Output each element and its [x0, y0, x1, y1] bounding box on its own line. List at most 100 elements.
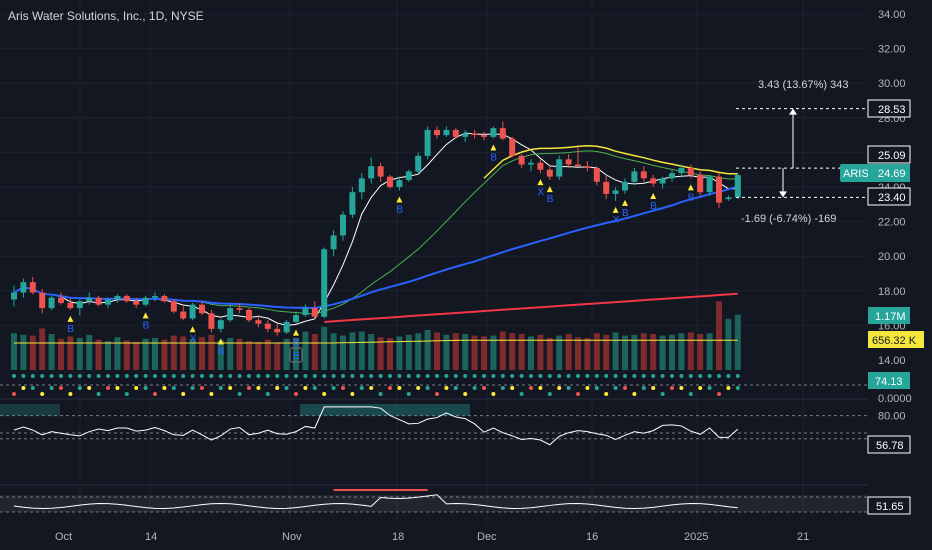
candle-body [11, 292, 17, 300]
dot-bottom [688, 392, 693, 396]
dot-top [265, 374, 270, 378]
dot-top [115, 374, 120, 378]
volume-bar [133, 342, 140, 370]
dot-top [275, 374, 280, 378]
dot-top [604, 374, 609, 378]
candle-body [340, 214, 346, 236]
osc1-ob-fill [0, 404, 60, 416]
dot-bottom [566, 386, 571, 390]
volume-bar [509, 333, 516, 370]
volume-ma-line [14, 339, 738, 344]
buy-label: B [622, 208, 629, 219]
volume-bar [67, 336, 74, 370]
candle-body [76, 301, 83, 309]
candle-body [622, 181, 628, 191]
dot-top [717, 374, 721, 378]
dot-bottom [557, 386, 562, 390]
price-axis-tick: 32.00 [878, 44, 906, 56]
volume-bar [302, 331, 309, 370]
candle-body [528, 162, 534, 165]
dot-bottom [378, 392, 383, 396]
target-price-tag-bg [867, 99, 911, 118]
dot-top [453, 374, 458, 378]
candle-body [452, 129, 459, 137]
dot-bottom [124, 392, 129, 396]
buy-label: B [218, 346, 225, 357]
dot-bottom [604, 392, 609, 396]
ma-slow-line [13, 185, 739, 310]
dot-bottom [425, 386, 430, 390]
candle-body [161, 295, 168, 302]
candle-body [387, 176, 393, 187]
osc2-tag-bg [867, 496, 911, 515]
dot-top [660, 374, 665, 378]
dot-bottom [190, 386, 195, 390]
candle-body [227, 308, 234, 321]
volume-bar [264, 339, 271, 370]
dot-bottom [735, 386, 740, 390]
volume-bar [687, 332, 694, 370]
dot-bottom [341, 386, 345, 390]
time-axis-label: Nov [282, 531, 302, 543]
chart-title: Aris Water Solutions, Inc., 1D, NYSE [8, 9, 204, 23]
last-price-tag: 24.69 [878, 168, 906, 180]
dot-top [256, 374, 261, 378]
dots-tag: 74.13 [875, 376, 903, 388]
candle-body [546, 169, 553, 177]
dot-bottom [632, 392, 637, 396]
volume-bar [546, 338, 553, 370]
volume-tag-bg [868, 307, 910, 324]
candle-body [199, 304, 205, 314]
time-axis-label: 14 [145, 531, 157, 543]
dot-top [247, 374, 251, 378]
dot-bottom [331, 386, 336, 390]
volume-bar [424, 330, 431, 370]
signal-triangle [650, 193, 657, 199]
candle-body [687, 167, 694, 175]
dot-bottom [312, 386, 317, 390]
dots-indicator [0, 374, 868, 396]
moving-averages [13, 132, 739, 344]
dot-bottom [162, 386, 167, 390]
dot-bottom [59, 386, 63, 390]
dot-top [143, 374, 148, 378]
dot-top [40, 374, 45, 378]
candle-body [575, 164, 581, 167]
volume-bar [462, 334, 469, 370]
measure-down-label: -1.69 (-6.74%) -169 [741, 213, 836, 225]
volume-bar [340, 335, 346, 370]
candle-body [123, 295, 130, 302]
volume-bar [640, 333, 647, 370]
ma-fast-line [13, 132, 738, 326]
dot-top [576, 374, 580, 378]
dot-bottom [482, 386, 486, 390]
dot-bottom [538, 386, 543, 390]
dot-top [726, 374, 731, 378]
dot-top [49, 374, 54, 378]
dots-tag-bg [868, 372, 910, 389]
volume-bar [669, 334, 675, 370]
candle-body [518, 155, 525, 165]
volume-bar [142, 338, 149, 370]
candle-body [255, 320, 262, 324]
dot-bottom [463, 392, 468, 396]
dot-top [623, 374, 627, 378]
time-axis-label: 21 [797, 531, 809, 543]
signal-triangle [142, 312, 149, 319]
dot-top [312, 374, 317, 378]
dot-bottom [388, 386, 392, 390]
measure-tool: 3.43 (13.67%) 343 -1.69 (-6.74%) -169 [736, 79, 868, 225]
dot-top [547, 374, 552, 378]
target-price-tag: 28.53 [878, 104, 906, 116]
volume-bar [405, 334, 412, 370]
dot-bottom [369, 386, 374, 390]
dot-top [294, 374, 298, 378]
osc2-tag: 51.65 [876, 501, 904, 513]
dot-top [350, 374, 355, 378]
volume-bar [584, 338, 591, 370]
candle-body [29, 282, 36, 293]
volume-bar [255, 342, 262, 370]
candle-body [180, 311, 187, 319]
dot-top [162, 374, 167, 378]
